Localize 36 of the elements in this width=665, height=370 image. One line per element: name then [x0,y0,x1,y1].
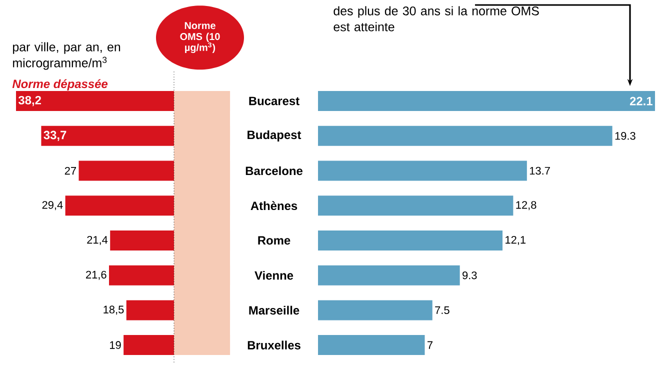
data-label: 22.1 [630,96,652,106]
y-tick-label: Marseille [249,306,300,315]
data-label: 21,4 [87,236,108,246]
data-label: 19.3 [615,132,636,140]
data-label: 33,7 [44,130,66,141]
data-label: 7 [428,341,432,349]
y-tick-label: Barcelone [246,166,302,176]
bar [318,300,432,320]
data-label: 7.5 [435,306,450,314]
bar [318,265,460,286]
data-label: 29,4 [42,201,63,210]
data-label: 27 [64,166,76,175]
y-tick-label: Vienne [254,270,294,280]
chart-subtitle: par ville, par an, en microgramme/m$^{3}$ [13,42,120,70]
data-label: 13.7 [530,166,550,175]
chart-subtitle: des plus de 30 ans si la norme OMS est atteinte [334,6,539,32]
data-label: 12,8 [516,201,536,210]
bar [318,230,503,250]
data-label: 21,6 [86,270,106,280]
text: Norme dépassée [12,79,108,90]
y-tick-label: Bruxelles [248,340,300,350]
data-label: 18,5 [104,306,124,315]
data-label: 12,1 [506,236,526,246]
bar [318,335,425,356]
data-label: 38,2 [18,96,41,106]
y-tick-label: Rome [258,236,290,245]
y-tick-label: Bucarest [249,96,300,106]
bar [318,196,514,216]
bar [318,126,612,146]
bar [318,91,656,112]
y-tick-label: Budapest [248,130,302,142]
ref-line-label: Norme OMS (10 µg/m$^{3}$) [180,22,220,54]
bar [318,160,527,181]
data-label: 9.3 [462,271,477,280]
data-label: 19 [110,341,121,349]
y-tick-label: Athènes [250,201,298,210]
